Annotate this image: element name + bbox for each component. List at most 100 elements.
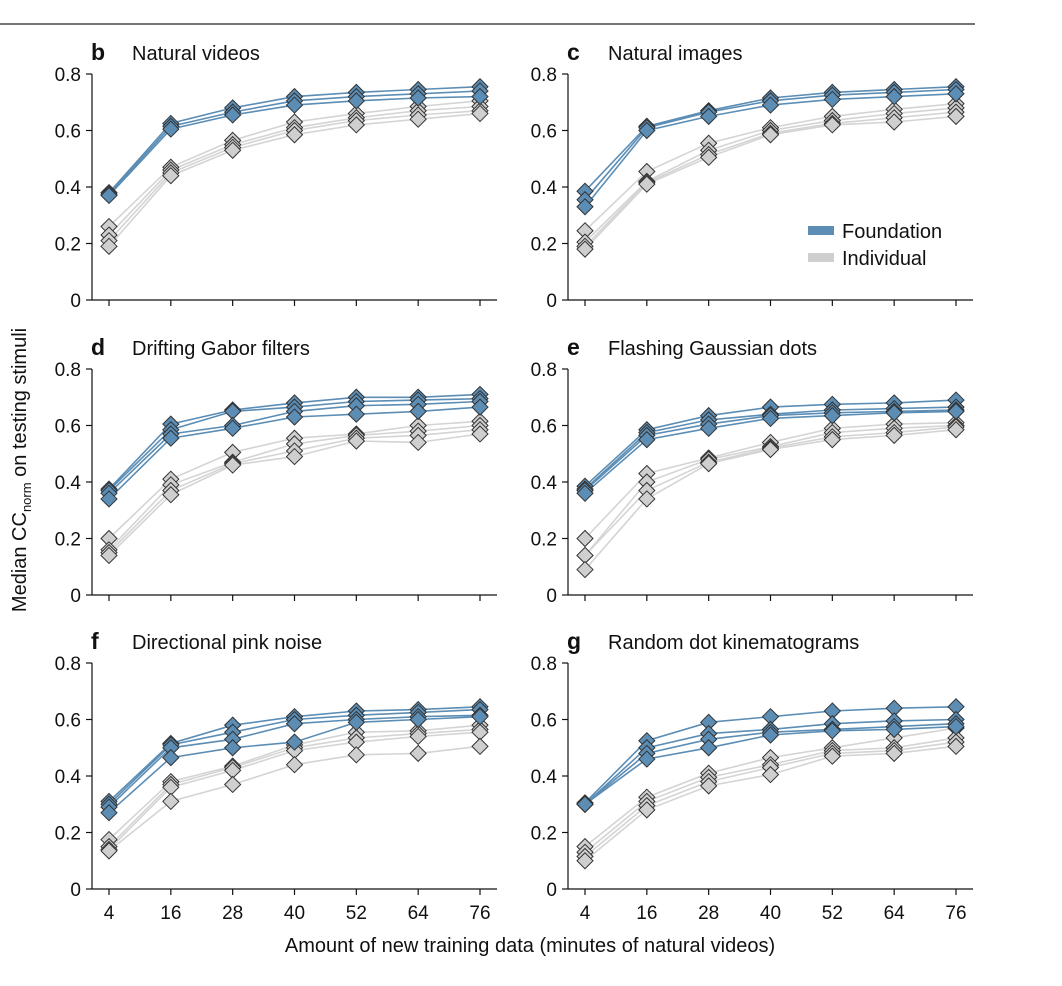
foundation-point: [471, 707, 489, 726]
individual-point: [699, 454, 718, 473]
x-tick-label: 52: [346, 903, 367, 924]
x-tick-label: 52: [822, 903, 843, 924]
y-tick-label: 0.8: [55, 360, 81, 381]
y-tick-label: 0: [70, 291, 81, 312]
y-tick-label: 0.8: [531, 654, 557, 675]
y-tick-label: 0.4: [531, 473, 558, 494]
individual-point: [761, 765, 780, 784]
individual-point: [100, 546, 118, 565]
panel-letter: b: [91, 39, 105, 65]
x-tick-label: 64: [884, 903, 906, 924]
individual-point: [162, 792, 180, 811]
foundation-point: [285, 733, 304, 751]
individual-point: [699, 148, 718, 167]
y-tick-label: 0.2: [55, 824, 81, 845]
foundation-point: [638, 430, 656, 449]
x-tick-label: 76: [469, 903, 490, 924]
foundation-point: [761, 96, 780, 114]
individual-point: [162, 166, 180, 185]
individual-point: [409, 727, 427, 746]
individual-point: [761, 440, 780, 459]
foundation-point: [761, 409, 780, 428]
y-tick-label: 0.8: [531, 360, 557, 381]
x-tick-label: 28: [698, 903, 719, 924]
individual-point: [576, 560, 594, 579]
x-tick-label: 16: [636, 903, 657, 924]
x-axis-label: Amount of new training data (minutes of …: [285, 935, 775, 957]
legend-label-individual: Individual: [842, 248, 927, 270]
foundation-point: [761, 726, 780, 744]
x-tick-label: 16: [160, 903, 181, 924]
x-tick-label: 40: [284, 903, 305, 924]
individual-point: [823, 430, 842, 449]
y-tick-label: 0.8: [531, 65, 557, 86]
individual-point: [576, 852, 594, 870]
y-tick-label: 0.6: [55, 417, 81, 438]
foundation-point: [285, 715, 304, 733]
legend-swatch-individual: [808, 253, 834, 262]
individual-point: [885, 426, 903, 445]
individual-point: [576, 240, 594, 258]
individual-point: [409, 744, 427, 763]
panel-c: 0 0.2 0.4 0.6 0.8 c Natural images: [531, 39, 973, 312]
foundation-point: [100, 490, 118, 508]
individual-point: [409, 110, 427, 128]
individual-point: [761, 126, 780, 144]
y-tick-label: 0.2: [531, 235, 557, 256]
foundation-point: [699, 419, 718, 438]
y-axis-label-text: Median CCnorm on testing stimuli: [9, 328, 34, 612]
individual-point: [638, 490, 656, 508]
foundation-point: [947, 85, 965, 103]
y-tick-label: 0.8: [55, 65, 81, 86]
y-tick-label: 0.4: [531, 178, 558, 199]
individual-point: [471, 425, 489, 443]
foundation-point: [347, 405, 366, 423]
x-tick-label: 4: [104, 903, 115, 924]
individual-point: [823, 116, 842, 134]
individual-point: [100, 842, 118, 860]
legend-swatch-foundation: [808, 226, 834, 235]
panel-e: 0 0.2 0.4 0.6 0.8 e Flashing Gaussian dots: [531, 334, 973, 607]
individual-point: [285, 126, 304, 144]
x-tick-label: 76: [945, 903, 966, 924]
individual-point: [471, 737, 489, 756]
foundation-point: [409, 89, 427, 107]
individual-point: [885, 744, 903, 763]
individual-point: [285, 447, 304, 466]
panel-letter: f: [91, 628, 99, 654]
legend: Foundation Individual: [808, 221, 942, 270]
foundation-point: [947, 402, 965, 421]
foundation-point: [162, 429, 180, 447]
panel-letter: c: [567, 39, 580, 65]
individual-point: [823, 747, 842, 765]
foundation-point: [576, 484, 594, 503]
y-tick-label: 0.4: [55, 473, 82, 494]
panel-g: 0 0.2 0.4 0.6 0.8 4 16 28 40 52 64 76 g Random dot ki…: [531, 628, 973, 924]
panel-title: Directional pink noise: [132, 632, 322, 654]
foundation-point: [947, 717, 965, 736]
foundation-point: [823, 406, 842, 425]
individual-point: [885, 113, 903, 131]
individual-point: [638, 175, 656, 193]
individual-point: [947, 421, 965, 439]
panel-title: Natural images: [608, 43, 743, 65]
individual-point: [699, 777, 718, 795]
foundation-point: [823, 722, 842, 740]
panel-letter: g: [567, 628, 581, 654]
y-tick-label: 0.2: [55, 530, 81, 551]
panel-d: 0 0.2 0.4 0.6 0.8 d Drifting Gabor filters: [55, 334, 497, 607]
foundation-point: [471, 87, 489, 106]
foundation-point: [100, 186, 118, 205]
y-tick-label: 0.2: [531, 530, 557, 551]
foundation-point: [162, 748, 180, 767]
y-tick-label: 0.4: [55, 178, 82, 199]
x-tick-label: 40: [760, 903, 781, 924]
foundation-point: [409, 710, 427, 729]
individual-point: [285, 755, 304, 774]
y-tick-label: 0: [546, 586, 557, 607]
foundation-point: [576, 198, 594, 216]
y-tick-label: 0: [546, 880, 557, 901]
individual-point: [409, 433, 427, 452]
individual-point: [100, 237, 118, 256]
